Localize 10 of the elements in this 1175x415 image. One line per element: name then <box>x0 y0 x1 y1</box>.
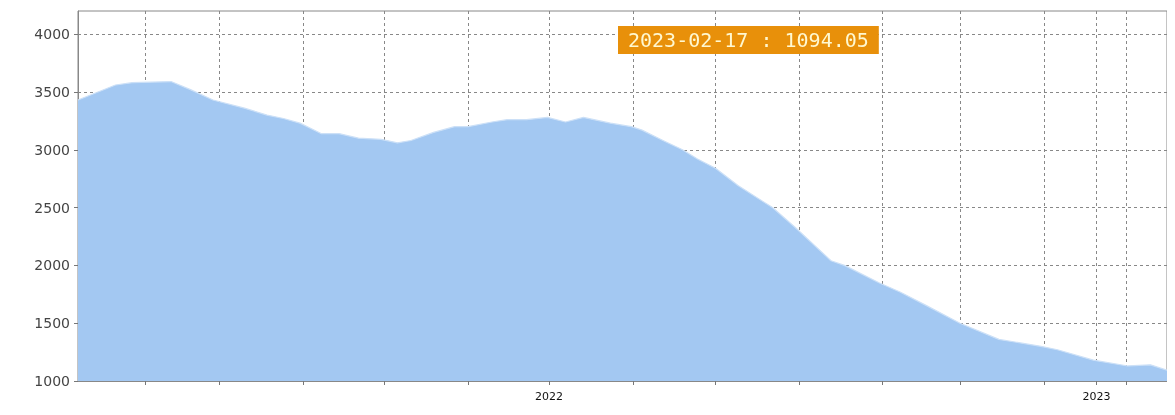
x-tick-label: 2023 <box>1082 390 1111 403</box>
y-tick-label: 3000 <box>34 141 70 158</box>
y-tick-label: 1500 <box>34 315 70 332</box>
x-tick-label: 2022 <box>535 390 563 403</box>
y-tick-label: 4000 <box>34 26 70 43</box>
y-tick-label: 3500 <box>34 83 70 100</box>
y-tick-label: 1000 <box>34 373 70 389</box>
annotation: 2023-02-17 : 1094.05 <box>628 28 869 52</box>
y-tick-label: 2000 <box>34 257 70 274</box>
y-tick-label: 2500 <box>34 199 70 216</box>
